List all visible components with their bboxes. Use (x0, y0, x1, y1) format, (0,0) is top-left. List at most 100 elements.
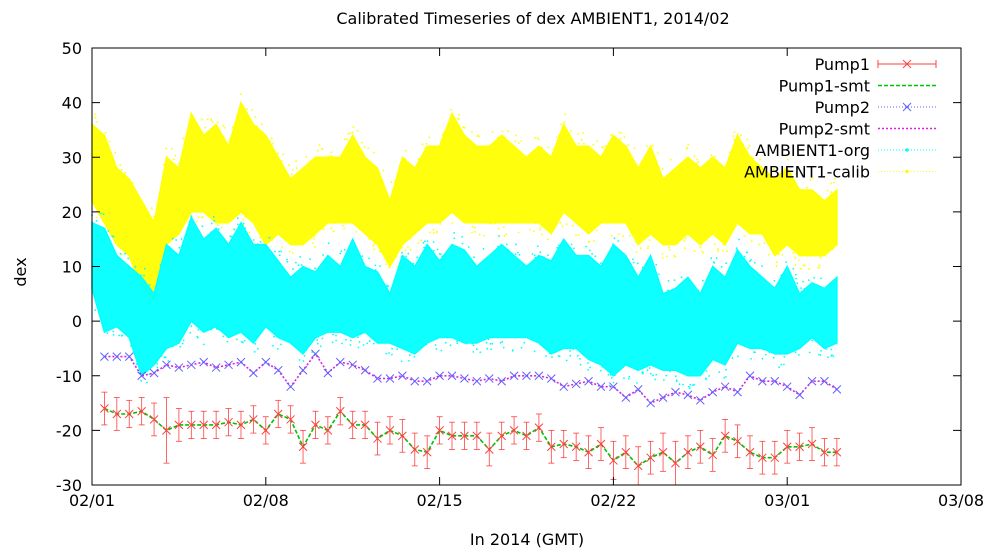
band-point (424, 147, 427, 149)
band-point (569, 350, 571, 352)
pump1-point (162, 426, 171, 435)
band-point (409, 237, 412, 240)
band-point (802, 264, 805, 266)
band-point (743, 255, 746, 258)
pump1-point (571, 442, 581, 452)
band-point (313, 235, 316, 238)
band-point (210, 328, 213, 331)
band-point (684, 237, 687, 240)
band-point (518, 253, 521, 256)
band-point (251, 109, 254, 111)
band-point (693, 155, 696, 158)
pump2-point (559, 382, 569, 392)
pump1-point (186, 420, 196, 430)
band-point (404, 149, 407, 152)
band-point (750, 357, 752, 360)
pump1-point (534, 423, 544, 432)
band-point (715, 257, 718, 259)
band-point (620, 132, 623, 134)
band-point (297, 264, 300, 267)
band-point (288, 164, 290, 167)
band-point (332, 333, 334, 336)
pump2-point (671, 387, 680, 397)
band-point (190, 325, 193, 328)
pump2-point (770, 376, 780, 386)
pump2-point (311, 349, 320, 359)
band-point (591, 253, 593, 255)
band-point (305, 349, 307, 352)
band-point (412, 262, 415, 265)
band-point (511, 349, 514, 352)
band-point (565, 223, 568, 226)
band-point (737, 355, 739, 358)
band-point (288, 250, 291, 253)
band-point (443, 131, 446, 134)
band-point (673, 279, 676, 281)
band-point (164, 356, 167, 359)
pump1-point (137, 406, 147, 416)
y-tick-label: 10 (62, 258, 82, 277)
band-point (457, 117, 459, 120)
band-point (651, 144, 654, 147)
band-point (478, 233, 481, 236)
band-point (175, 239, 178, 241)
band-point (321, 337, 324, 340)
band-point (680, 276, 683, 279)
band-point (761, 265, 763, 267)
band-point (487, 338, 490, 341)
band-point (189, 331, 192, 334)
band-point (174, 154, 177, 157)
band-point (592, 143, 595, 146)
band-point (272, 344, 274, 347)
band-point (388, 266, 390, 269)
band-point (728, 151, 731, 154)
band-point (622, 235, 624, 238)
band-point (636, 262, 639, 265)
band-point (593, 240, 595, 242)
y-tick-label: -10 (56, 367, 82, 386)
band-point (340, 250, 343, 253)
band-point (432, 228, 435, 231)
band-point (341, 224, 344, 227)
legend-label: AMBIENT1-org (755, 141, 870, 160)
band-point (159, 264, 162, 266)
band-point (641, 371, 644, 374)
band-point (541, 233, 543, 236)
band-point (129, 345, 132, 347)
band-point (140, 379, 143, 382)
band-point (736, 248, 739, 251)
pump2-point (534, 371, 544, 381)
band-point (398, 164, 401, 167)
band-point (119, 252, 122, 255)
band-point (817, 353, 820, 356)
series-line-Pump1-smt (104, 407, 837, 467)
band-point (196, 335, 199, 338)
band-point (168, 246, 171, 248)
band-point (798, 354, 800, 356)
band-point (210, 119, 213, 122)
band-point (745, 251, 748, 254)
pump2-point (795, 390, 804, 400)
band-point (775, 261, 778, 264)
band-point (576, 354, 579, 357)
pump2-point (373, 374, 382, 383)
band-point (400, 256, 403, 258)
pump1-point (385, 426, 395, 435)
band-point (239, 93, 242, 96)
band-point (794, 351, 797, 354)
pump1-point (484, 445, 494, 454)
band-point (781, 253, 784, 256)
band-point (627, 144, 629, 147)
pump2-point (745, 371, 755, 381)
band-point (809, 178, 812, 181)
band-point (242, 222, 245, 225)
pump2-point (708, 387, 718, 397)
band-point (316, 339, 319, 341)
band-point (295, 160, 297, 163)
pump1-point (224, 417, 233, 427)
band-point (118, 334, 120, 337)
band-point (710, 154, 713, 157)
band-point (695, 162, 698, 165)
band-point (197, 329, 200, 331)
